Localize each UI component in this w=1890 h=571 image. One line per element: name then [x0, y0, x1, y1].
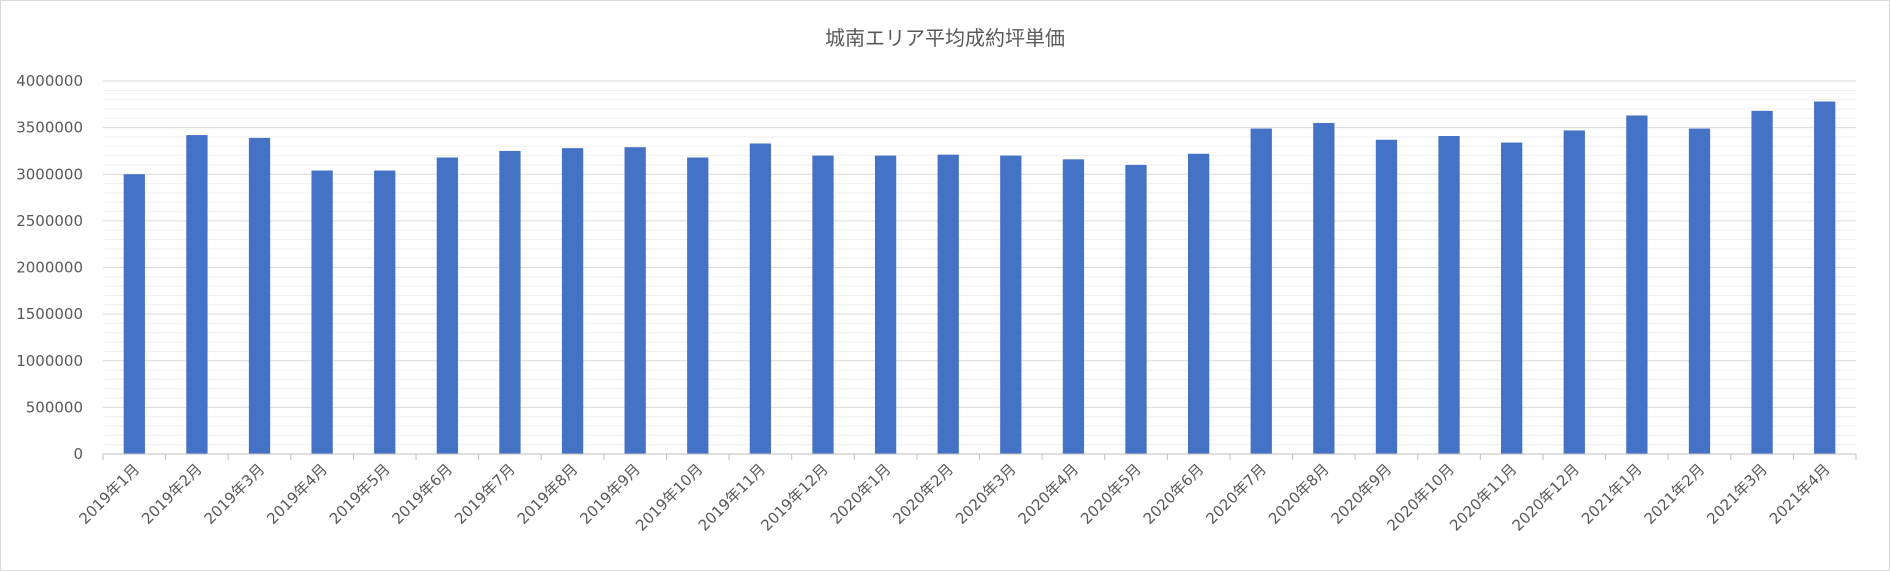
bar: [561, 148, 584, 454]
bar: [1125, 164, 1147, 455]
y-tick-label: 2000000: [16, 259, 83, 277]
bar: [1814, 101, 1836, 454]
bar: [374, 170, 396, 454]
bar: [1375, 139, 1398, 454]
bar: [123, 174, 145, 454]
bars: [123, 101, 1836, 455]
x-tick-label: 2019年5月: [326, 460, 394, 528]
bar: [1313, 122, 1335, 455]
x-tick-label: 2019年12月: [757, 460, 831, 534]
bar: [1438, 136, 1460, 454]
x-tick-label: 2021年4月: [1766, 460, 1834, 528]
y-tick-label: 0: [73, 445, 83, 463]
bar: [1688, 128, 1711, 454]
x-axis-ticks: 2019年1月2019年2月2019年3月2019年4月2019年5月2019年…: [75, 460, 1833, 534]
bar: [1187, 153, 1210, 455]
x-tick-label: 2021年2月: [1641, 460, 1709, 528]
y-tick-label: 500000: [26, 398, 83, 416]
y-tick-label: 4000000: [16, 72, 83, 90]
x-tick-label: 2020年5月: [1077, 460, 1145, 528]
bar: [1501, 142, 1523, 455]
bar: [1563, 130, 1585, 455]
x-tick-label: 2019年7月: [451, 460, 519, 528]
bar: [1000, 155, 1022, 454]
bar: [1062, 159, 1085, 454]
x-tick-label: 2020年4月: [1015, 460, 1083, 528]
x-tick-label: 2019年6月: [388, 460, 456, 528]
x-tick-label: 2021年3月: [1703, 460, 1771, 528]
x-tick-label: 2020年2月: [889, 460, 957, 528]
x-tick-label: 2020年12月: [1509, 460, 1583, 534]
bar: [1626, 115, 1648, 454]
bar: [874, 155, 897, 454]
y-tick-label: 2500000: [16, 212, 83, 230]
bar: [749, 143, 772, 455]
bar: [687, 157, 709, 454]
x-tick-label: 2019年4月: [263, 460, 331, 528]
bar: [248, 137, 271, 454]
x-tick-label: 2021年1月: [1578, 460, 1646, 528]
bar: [624, 147, 646, 454]
x-tick-label: 2020年1月: [827, 460, 895, 528]
chart-title: 城南エリア平均成約坪単価: [825, 26, 1065, 50]
y-axis-ticks: 0 500000 1000000 1500000 2000000 2500000 30000…: [16, 72, 83, 463]
x-tick-label: 2020年9月: [1328, 460, 1396, 528]
y-tick-label: 3500000: [16, 119, 83, 137]
x-tick-label: 2020年7月: [1202, 460, 1270, 528]
major-gridlines: [103, 80, 1856, 408]
x-tick-label: 2019年1月: [75, 460, 143, 528]
y-tick-label: 1000000: [16, 352, 83, 370]
x-tick-label: 2019年8月: [514, 460, 582, 528]
x-tick-label: 2019年3月: [201, 460, 269, 528]
y-tick-label: 3000000: [16, 165, 83, 183]
bar: [812, 155, 834, 454]
bar: [186, 135, 208, 454]
x-tick-label: 2020年8月: [1265, 460, 1333, 528]
bar: [1751, 110, 1773, 454]
x-tick-label: 2019年2月: [138, 460, 206, 528]
bar: [1250, 128, 1272, 454]
bar: [937, 154, 959, 455]
bar: [311, 170, 333, 454]
x-tick-label: 2019年9月: [576, 460, 644, 528]
x-tick-label: 2020年3月: [952, 460, 1020, 528]
x-axis: [102, 453, 1857, 460]
bar: [436, 157, 458, 454]
x-tick-label: 2020年6月: [1140, 460, 1208, 528]
bar: [499, 150, 521, 454]
y-tick-label: 1500000: [16, 305, 83, 323]
